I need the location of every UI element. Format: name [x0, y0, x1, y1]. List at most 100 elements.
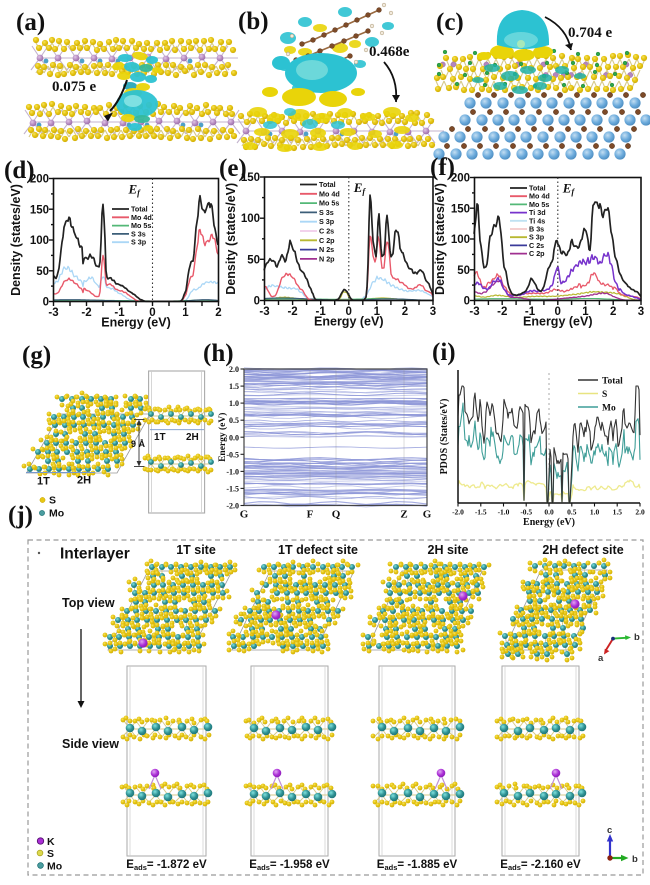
svg-text:-0.5: -0.5	[226, 450, 239, 459]
svg-text:Total: Total	[319, 180, 336, 189]
svg-text:Eads= -1.958 eV: Eads= -1.958 eV	[249, 859, 330, 872]
svg-text:Ef: Ef	[353, 180, 367, 196]
svg-text:-0.5: -0.5	[520, 508, 532, 517]
svg-text:0: 0	[149, 307, 155, 319]
svg-text:c: c	[607, 825, 612, 836]
svg-text:Eads= -2.160 eV: Eads= -2.160 eV	[500, 859, 581, 872]
svg-text:-1.5: -1.5	[475, 508, 487, 517]
svg-text:(d): (d)	[4, 157, 35, 184]
svg-text:2H: 2H	[77, 475, 91, 487]
svg-text:0.5: 0.5	[229, 416, 239, 425]
svg-text:C 2p: C 2p	[529, 249, 545, 258]
svg-text:0.704 e: 0.704 e	[568, 25, 613, 41]
svg-text:2: 2	[215, 307, 221, 319]
svg-text:1T site: 1T site	[176, 543, 216, 557]
svg-text:Energy (eV): Energy (eV)	[523, 517, 575, 528]
svg-text:Total: Total	[602, 377, 623, 387]
svg-text:2H defect site: 2H defect site	[542, 543, 623, 557]
svg-text:(g): (g)	[22, 342, 51, 369]
svg-text:0: 0	[254, 296, 260, 308]
svg-text:-3: -3	[48, 307, 58, 319]
svg-text:Energy (eV): Energy (eV)	[217, 413, 228, 462]
svg-text:1.0: 1.0	[590, 508, 600, 517]
svg-text:-2: -2	[81, 307, 91, 319]
svg-text:0: 0	[464, 296, 470, 308]
svg-text:Mo: Mo	[602, 404, 616, 414]
svg-text:G: G	[423, 509, 432, 521]
svg-text:Z: Z	[400, 509, 407, 521]
svg-text:2.0: 2.0	[229, 365, 239, 374]
svg-text:1.5: 1.5	[229, 382, 239, 391]
svg-text:N 2s: N 2s	[319, 245, 334, 254]
svg-text:Interlayer: Interlayer	[60, 546, 130, 563]
svg-text:Energy (eV): Energy (eV)	[101, 316, 170, 330]
svg-text:50: 50	[36, 266, 49, 278]
svg-text:-1.0: -1.0	[226, 467, 239, 476]
svg-text:-1: -1	[114, 307, 125, 319]
svg-text:S 3p: S 3p	[319, 217, 335, 226]
svg-text:1.0: 1.0	[229, 399, 239, 408]
svg-text:0.5: 0.5	[567, 508, 577, 517]
svg-text:Density (states/eV): Density (states/eV)	[9, 184, 23, 296]
svg-text:Density (states/eV): Density (states/eV)	[433, 183, 447, 295]
svg-text:-1: -1	[316, 306, 327, 318]
svg-text:-1.0: -1.0	[498, 508, 510, 517]
svg-text:3: 3	[638, 306, 644, 318]
svg-text:S: S	[602, 390, 607, 400]
svg-text:2.0: 2.0	[635, 508, 645, 517]
svg-text:C 2p: C 2p	[319, 236, 335, 245]
svg-text:Mo: Mo	[49, 508, 64, 520]
svg-text:-2.0: -2.0	[452, 508, 464, 517]
svg-text:1T defect site: 1T defect site	[278, 543, 358, 557]
svg-text:Total: Total	[131, 205, 148, 214]
svg-text:-1.5: -1.5	[226, 484, 239, 493]
svg-text:B 3s: B 3s	[529, 225, 544, 234]
svg-text:-2: -2	[287, 306, 297, 318]
svg-text:Total: Total	[529, 184, 546, 193]
svg-text:Eads= -1.872 eV: Eads= -1.872 eV	[126, 859, 207, 872]
svg-text:1: 1	[374, 306, 381, 318]
svg-text:-1: -1	[525, 306, 536, 318]
svg-text:1.5: 1.5	[613, 508, 623, 517]
svg-text:Mo 5s: Mo 5s	[131, 221, 151, 230]
svg-text:S 3s: S 3s	[131, 229, 146, 238]
svg-text:1T: 1T	[154, 432, 166, 443]
svg-text:3: 3	[430, 306, 436, 318]
svg-text:-3: -3	[469, 306, 479, 318]
svg-text:Top view: Top view	[62, 596, 115, 610]
svg-text:0.0: 0.0	[229, 433, 239, 442]
svg-text:2H site: 2H site	[428, 543, 469, 557]
svg-text:Mo: Mo	[47, 861, 62, 873]
svg-text:200: 200	[451, 173, 470, 185]
svg-text:(c): (c)	[436, 9, 464, 36]
svg-text:0: 0	[346, 306, 352, 318]
svg-text:50: 50	[457, 265, 470, 277]
svg-text:1: 1	[582, 306, 589, 318]
svg-text:Q: Q	[332, 509, 341, 521]
svg-text:(h): (h)	[203, 340, 234, 367]
svg-text:(f): (f)	[430, 154, 455, 181]
svg-text:b: b	[632, 854, 638, 865]
svg-text:Ti 3d: Ti 3d	[529, 208, 546, 217]
svg-text:a: a	[598, 653, 604, 664]
svg-text:50: 50	[247, 254, 260, 266]
svg-text:Mo 5s: Mo 5s	[529, 200, 549, 209]
svg-text:K: K	[47, 836, 55, 848]
svg-text:G: G	[240, 509, 249, 521]
svg-text:100: 100	[30, 235, 49, 247]
svg-text:PDOS (States/eV): PDOS (States/eV)	[439, 399, 450, 475]
svg-text:S 3p: S 3p	[529, 233, 545, 242]
svg-text:(j): (j)	[8, 502, 33, 529]
svg-text:(e): (e)	[219, 155, 247, 182]
svg-text:150: 150	[241, 172, 260, 184]
svg-text:Density (states/eV): Density (states/eV)	[224, 183, 238, 295]
svg-text:0: 0	[43, 297, 49, 309]
svg-text:Mo 4d: Mo 4d	[319, 189, 340, 198]
svg-text:Eads= -1.885 eV: Eads= -1.885 eV	[377, 859, 458, 872]
svg-text:1T: 1T	[37, 476, 50, 488]
svg-text:1: 1	[182, 307, 189, 319]
svg-text:S 3p: S 3p	[131, 238, 147, 247]
svg-text:Energy (eV): Energy (eV)	[523, 315, 592, 329]
svg-text:-3: -3	[259, 306, 269, 318]
svg-text:-2: -2	[497, 306, 507, 318]
